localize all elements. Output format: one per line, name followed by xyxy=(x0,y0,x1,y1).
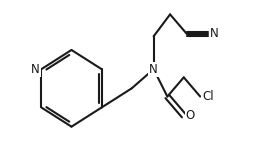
Text: N: N xyxy=(149,63,158,76)
Text: Cl: Cl xyxy=(202,90,214,103)
Text: O: O xyxy=(186,109,195,122)
Text: N: N xyxy=(31,63,40,76)
Text: N: N xyxy=(210,27,219,40)
